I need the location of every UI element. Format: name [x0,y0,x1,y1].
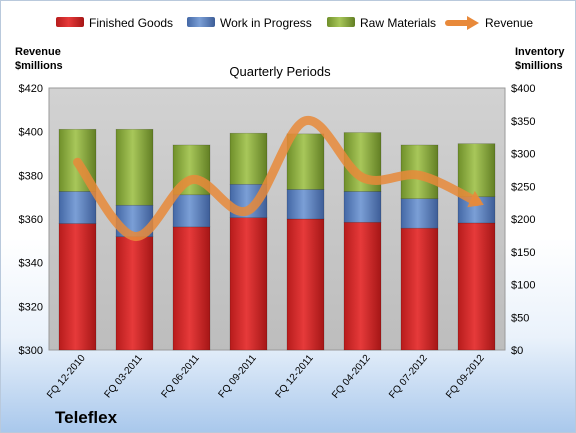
legend-item-work-in-progress[interactable]: Work in Progress [187,16,312,30]
left-tick-label: $300 [19,345,43,357]
bar-finished-goods[interactable] [286,218,325,351]
legend-arrow-revenue [467,16,479,30]
legend-label-raw-materials: Raw Materials [360,16,436,30]
left-tick-label: $320 [19,301,43,313]
revenue-line-arrowhead [467,190,484,208]
right-tick-label: $350 [511,116,535,128]
right-tick-label: $100 [511,280,535,292]
bar-work-in-progress[interactable] [172,194,211,228]
company-name: Teleflex [55,408,118,427]
legend-item-raw-materials[interactable]: Raw Materials [327,16,436,30]
chart-subtitle: Quarterly Periods [229,64,331,79]
x-tick-label: FQ 09-2012 [444,353,487,401]
legend: Finished Goods Work in Progress Raw Mate… [56,16,533,30]
bar-work-in-progress[interactable] [58,191,97,224]
revenue-line-layer [73,116,484,241]
right-axis-title-line2: $millions [515,60,563,72]
x-tick-label: FQ 12-2011 [274,353,317,401]
left-axis-ticks: $300 $320 $340 $360 $380 $400 $420 [19,83,43,357]
right-tick-label: $150 [511,247,535,259]
x-tick-label: FQ 06-2011 [160,353,203,401]
bar-work-in-progress[interactable] [343,191,382,223]
legend-label-work-in-progress: Work in Progress [220,16,312,30]
bar-raw-materials[interactable] [457,143,496,198]
x-axis-ticks: FQ 12-2010 FQ 03-2011 FQ 06-2011 FQ 09-2011… [45,353,487,401]
left-tick-label: $360 [19,214,43,226]
left-tick-label: $340 [19,258,43,270]
bar-raw-materials[interactable] [229,132,268,185]
left-tick-label: $400 [19,127,43,139]
bars-layer [58,128,496,351]
right-tick-label: $200 [511,214,535,226]
bar-finished-goods[interactable] [229,217,268,351]
x-tick-label: FQ 04-2012 [330,353,373,401]
bar-finished-goods[interactable] [115,236,154,351]
bar-finished-goods[interactable] [400,227,439,351]
legend-item-revenue[interactable]: Revenue [445,16,533,30]
bar-work-in-progress[interactable] [286,189,325,220]
x-tick-label: FQ 03-2011 [103,353,146,401]
left-tick-label: $380 [19,170,43,182]
bar-raw-materials[interactable] [286,133,325,190]
bar-finished-goods[interactable] [172,226,211,351]
right-tick-label: $400 [511,83,535,95]
right-tick-label: $0 [511,345,523,357]
right-axis-ticks: $0 $50 $100 $150 $200 $250 $300 $350 $400 [511,83,535,357]
right-tick-label: $250 [511,181,535,193]
legend-label-finished-goods: Finished Goods [89,16,173,30]
x-tick-label: FQ 09-2011 [217,353,260,401]
legend-label-revenue: Revenue [485,16,533,30]
revenue-line[interactable] [73,116,481,241]
legend-item-finished-goods[interactable]: Finished Goods [56,16,173,30]
bar-finished-goods[interactable] [58,223,97,351]
bar-work-in-progress[interactable] [400,198,439,229]
legend-swatch-raw-materials [327,17,355,27]
x-tick-label: FQ 12-2010 [45,353,88,401]
bar-finished-goods[interactable] [457,222,496,351]
bar-raw-materials[interactable] [115,128,154,206]
left-tick-label: $420 [19,83,43,95]
bar-finished-goods[interactable] [343,221,382,351]
right-tick-label: $300 [511,149,535,161]
x-tick-label: FQ 07-2012 [387,353,430,401]
legend-swatch-work-in-progress [187,17,215,27]
right-axis-title-line1: Inventory [515,46,565,58]
legend-swatch-finished-goods [56,17,84,27]
right-tick-label: $50 [511,312,529,324]
left-axis-title-line2: $millions [15,60,63,72]
left-axis-title-line1: Revenue [15,46,61,58]
